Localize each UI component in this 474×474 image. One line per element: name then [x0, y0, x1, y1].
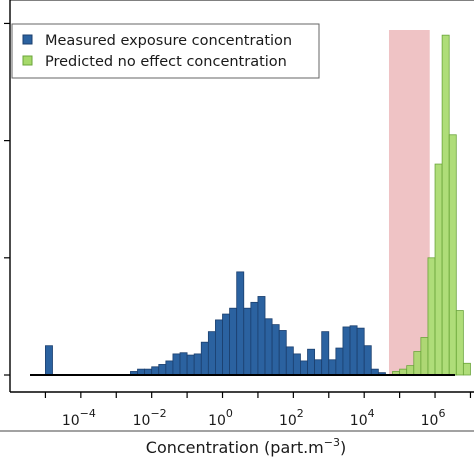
measured-bar [342, 326, 351, 376]
pnec-bar [448, 134, 457, 376]
measured-bar [257, 296, 266, 376]
pnec-bar [455, 310, 464, 376]
measured-bar [335, 347, 344, 376]
measured-bar [264, 318, 273, 376]
measured-bar [222, 313, 231, 376]
x-axis-label: Concentration (part.m−3) [146, 436, 346, 457]
measured-bar [45, 345, 53, 376]
x-tick-label: 10−4 [62, 407, 96, 429]
x-tick-label: 104 [350, 407, 375, 429]
measured-bar [215, 319, 223, 376]
measured-bar [207, 331, 216, 376]
measured-bar [151, 366, 160, 376]
x-tick-label: 10−2 [133, 407, 167, 429]
measured-bar [200, 341, 209, 376]
measured-bar [271, 324, 280, 376]
measured-bar [250, 301, 259, 376]
pnec-bar [427, 257, 436, 376]
y-axis-ticks [4, 22, 10, 376]
measured-bar [158, 364, 167, 376]
pnec-bar [420, 337, 429, 376]
measured-bar [307, 348, 316, 376]
x-tick-label: 102 [279, 407, 304, 429]
measured-bar [229, 307, 238, 376]
legend-label-pnec: Predicted no effect concentration [45, 54, 287, 70]
legend: Measured exposure concentration Predicte… [11, 23, 320, 79]
x-tick-label: 100 [208, 407, 233, 429]
pnec-bar [413, 351, 422, 376]
pnec-bar [441, 34, 450, 376]
measured-bar [314, 359, 323, 376]
shaded-range-band [388, 30, 430, 375]
measured-bar [300, 360, 308, 376]
pnec-bar [462, 362, 471, 376]
measured-bar [349, 325, 358, 376]
legend-box [11, 23, 320, 79]
measured-bar [278, 330, 287, 376]
measured-bar [292, 353, 301, 376]
measured-bar [172, 353, 181, 376]
measured-bar [243, 307, 252, 376]
legend-swatch-pnec [22, 55, 33, 66]
pnec-bar [406, 365, 415, 376]
measured-bar [186, 354, 195, 376]
x-axis-ticks: 10−4 10−2 100 102 104 106 [44, 392, 472, 429]
measured-bar [179, 352, 188, 376]
measured-bar [328, 359, 337, 376]
pnec-bar [434, 163, 443, 376]
legend-swatch-measured [22, 34, 33, 45]
measured-bar [285, 346, 294, 376]
measured-bar [165, 360, 174, 376]
measured-bar [193, 353, 202, 376]
legend-label-measured: Measured exposure concentration [45, 33, 292, 49]
measured-bar [356, 327, 365, 376]
measured-bar [363, 345, 372, 376]
measured-bar [321, 331, 330, 376]
x-tick-label: 106 [421, 407, 446, 429]
measured-bar [236, 271, 245, 376]
